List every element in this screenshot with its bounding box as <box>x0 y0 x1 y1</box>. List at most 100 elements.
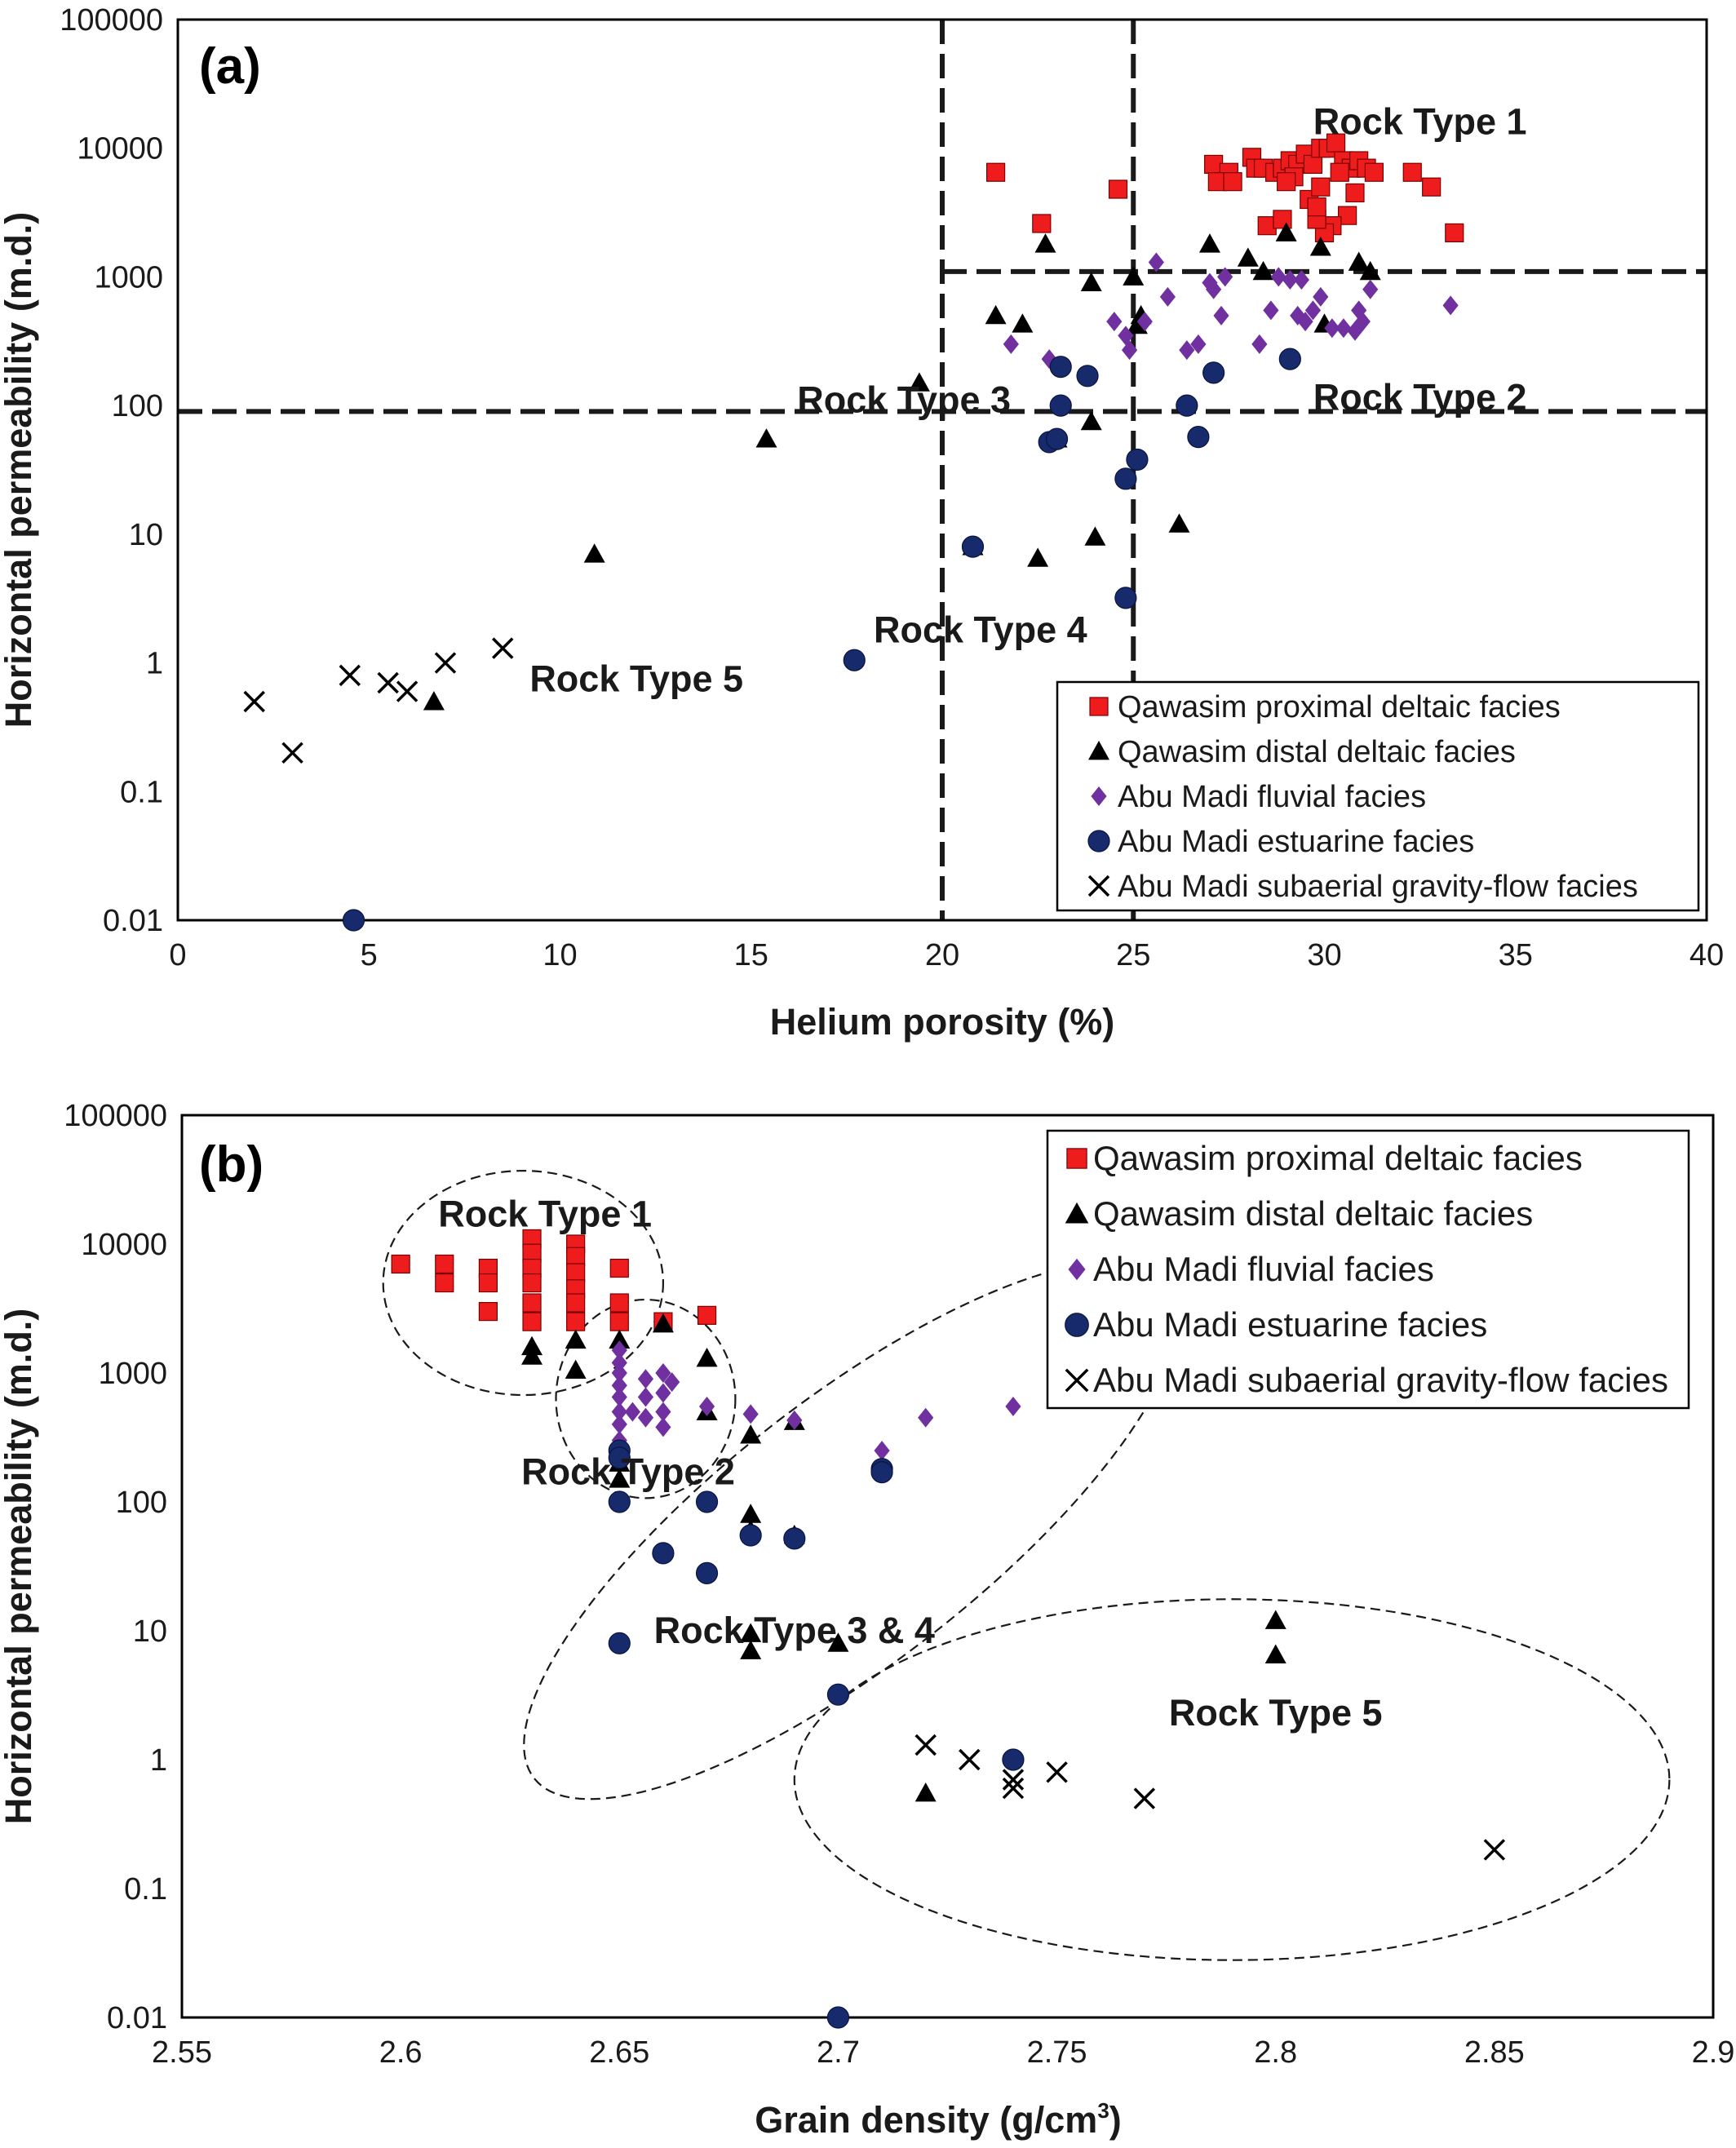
data-point <box>491 637 514 659</box>
data-point <box>1123 266 1145 286</box>
rock-type-label: Rock Type 3 <box>797 379 1011 421</box>
y-tick-label: 1 <box>150 1743 167 1778</box>
data-point <box>870 1460 893 1484</box>
data-point <box>1402 162 1422 182</box>
data-point <box>1179 340 1195 361</box>
legend-label: Qawasim distal deltaic facies <box>1118 735 1516 769</box>
data-point <box>1293 269 1309 290</box>
y-tick-label: 100000 <box>60 3 163 38</box>
data-point <box>1303 154 1323 175</box>
y-tick-label: 0.01 <box>103 904 163 938</box>
data-point <box>655 1417 671 1437</box>
data-point <box>1002 1769 1025 1791</box>
data-point <box>1049 394 1072 417</box>
legend-marker <box>1087 830 1110 853</box>
data-point <box>1445 223 1464 243</box>
rock-type-labels: Rock Type 1 Rock Type 2 Rock Type 3 & 4 Roc… <box>438 1194 1382 1734</box>
legend-label: Abu Madi subaerial gravity-flow facies <box>1118 870 1638 904</box>
legend-marker <box>1066 1148 1087 1169</box>
data-point <box>1002 1777 1025 1800</box>
data-point <box>1270 267 1286 287</box>
y-tick-label: 10 <box>129 518 163 552</box>
data-point <box>827 1632 849 1652</box>
x-tick-label: 2.8 <box>1254 2035 1297 2070</box>
x-tick-label: 2.7 <box>817 2035 860 2070</box>
data-point <box>1345 183 1365 203</box>
data-point <box>783 1527 806 1550</box>
data-point <box>1483 1839 1506 1861</box>
legend: Qawasim proximal deltaic facies Qawasim … <box>1046 1129 1690 1410</box>
data-point <box>583 543 605 563</box>
data-point <box>608 1632 631 1654</box>
data-point <box>1442 295 1459 316</box>
data-point <box>914 1783 937 1802</box>
y-tick-label: 1000 <box>98 1357 167 1391</box>
x-tick-label: 2.65 <box>589 2035 649 2070</box>
x-axis-title-tail: ) <box>1109 2099 1122 2141</box>
data-point <box>1264 1610 1286 1629</box>
data-point <box>1422 177 1442 197</box>
data-point <box>624 1402 640 1422</box>
x-axis-title: Helium porosity (%) <box>770 1001 1115 1043</box>
x-axis-title-superscript: 3 <box>1097 2098 1109 2123</box>
data-point <box>914 1734 937 1756</box>
data-point <box>521 1345 543 1365</box>
data-point <box>611 1387 627 1407</box>
x-tick-label: 2.85 <box>1464 2035 1525 2070</box>
data-point <box>565 1359 587 1380</box>
data-point <box>1032 214 1052 233</box>
x-axis-title-main: Grain density (g/cm <box>755 2099 1097 2141</box>
data-point <box>1159 286 1176 307</box>
rock-type-label: Rock Type 4 <box>874 609 1087 650</box>
legend-marker <box>1065 1202 1089 1224</box>
data-point <box>611 1375 627 1396</box>
data-point <box>1126 448 1149 472</box>
data-point <box>637 1407 654 1428</box>
legend-marker <box>1088 741 1109 760</box>
legend-marker <box>1087 875 1110 897</box>
y-tick-label: 0.01 <box>107 2001 167 2035</box>
data-point <box>697 1305 717 1325</box>
data-point <box>1313 286 1329 307</box>
legend-marker <box>1065 1368 1089 1393</box>
data-point <box>342 909 365 932</box>
data-point <box>423 691 445 711</box>
data-point <box>1282 269 1298 290</box>
data-points <box>243 133 1464 932</box>
data-point <box>1114 467 1137 490</box>
data-point <box>740 1504 762 1523</box>
data-point <box>655 1363 671 1383</box>
legend-marker <box>1091 786 1107 806</box>
panel-a: 0.01 0.1 1 10 100 1000 10000 100000 0 5 10 15 20 25 3… <box>0 3 1724 1043</box>
legend-marker <box>1065 1313 1089 1337</box>
data-point <box>611 1402 627 1422</box>
data-point <box>652 1313 674 1333</box>
rock-type-label: Rock Type 1 <box>1313 101 1527 143</box>
data-point <box>1311 177 1331 197</box>
panel-label: (b) <box>199 1136 264 1193</box>
data-point <box>1324 318 1340 339</box>
rock-type-label: Rock Type 2 <box>1313 377 1527 419</box>
data-point <box>696 1347 718 1367</box>
data-point <box>1108 179 1128 199</box>
x-tick-label: 2.9 <box>1692 2035 1735 2070</box>
y-tick-label: 10000 <box>81 1228 167 1262</box>
data-point <box>652 1542 675 1565</box>
x-tick-label: 10 <box>542 938 577 972</box>
data-point <box>522 1273 542 1293</box>
data-point <box>1364 162 1384 182</box>
data-point <box>637 1387 654 1407</box>
data-point <box>1348 251 1370 271</box>
y-tick-label: 100 <box>112 389 163 423</box>
data-point <box>478 1302 498 1322</box>
data-point <box>566 1247 586 1266</box>
data-point <box>1034 233 1056 253</box>
data-point <box>1049 356 1072 379</box>
rock-type-label: Rock Type 2 <box>521 1451 735 1493</box>
data-point <box>985 162 1006 182</box>
data-point <box>826 1683 850 1706</box>
data-point <box>1045 427 1069 450</box>
legend-label: Abu Madi estuarine facies <box>1118 825 1474 859</box>
data-point <box>396 680 418 702</box>
data-point <box>435 1273 454 1293</box>
